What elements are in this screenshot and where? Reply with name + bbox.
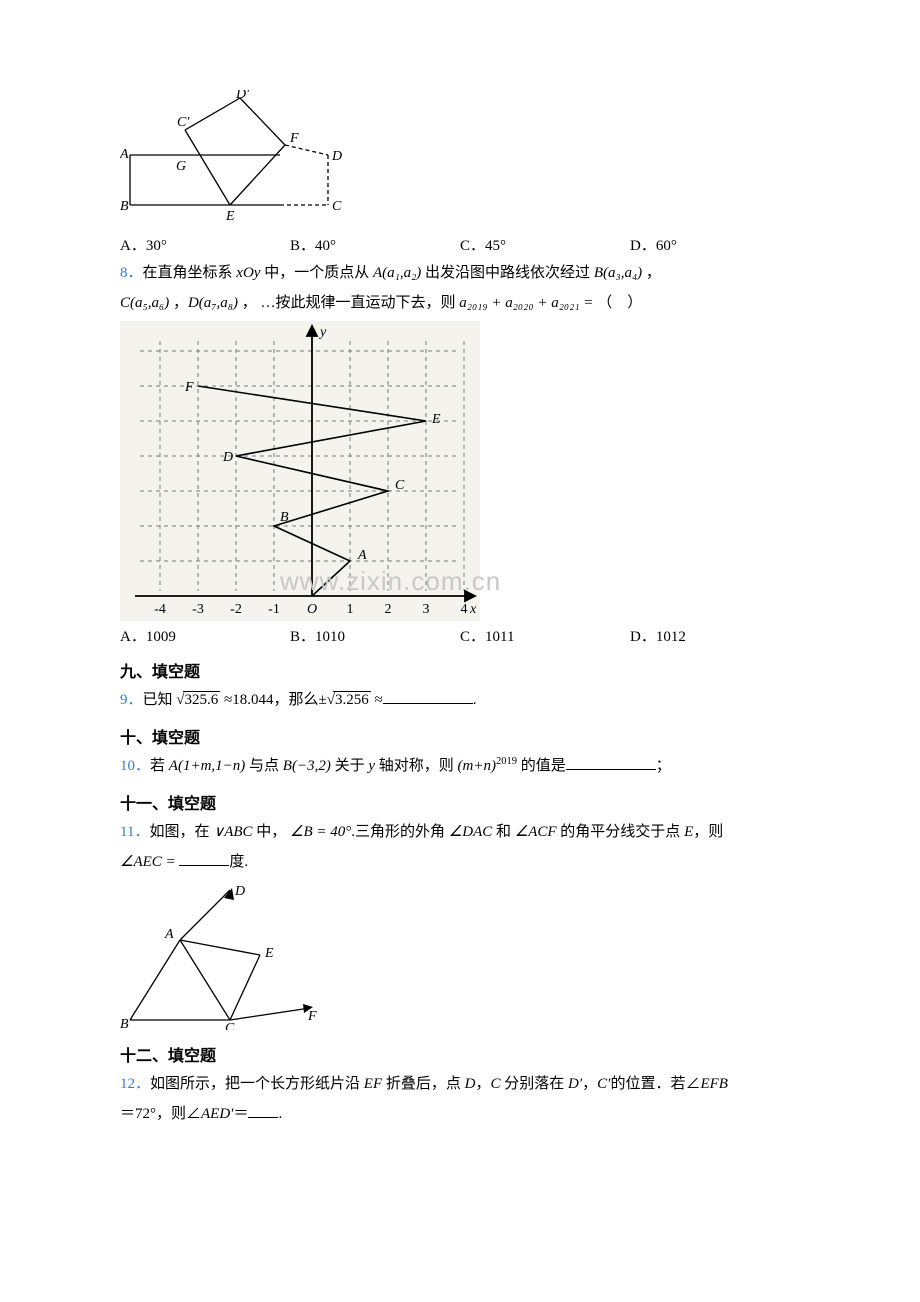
fig7-label-E: E [225, 209, 235, 224]
q9-number: 9． [120, 692, 143, 708]
fig7-label-F: F [289, 131, 299, 146]
svg-text:A: A [164, 927, 174, 942]
q7-opt-D[interactable]: D．60° [630, 234, 800, 255]
q11-text2: ∠AEC = 度. [120, 850, 800, 874]
q7-opt-C[interactable]: C．45° [460, 234, 630, 255]
fig7-label-A: A [120, 147, 129, 162]
svg-text:-1: -1 [268, 602, 280, 617]
q11-figure: A B C D E F [120, 880, 320, 1030]
q7-opt-B[interactable]: B．40° [290, 234, 460, 255]
svg-text:D: D [222, 450, 233, 465]
q8-opt-A[interactable]: A．1009 [120, 625, 290, 646]
svg-text:D: D [234, 884, 245, 899]
svg-text:E: E [431, 412, 441, 427]
q8-number: 8． [120, 265, 143, 281]
fig7-label-D: D [331, 149, 342, 164]
q8-opt-C[interactable]: C．1011 [460, 625, 630, 646]
svg-text:3: 3 [423, 602, 430, 617]
q11-blank[interactable] [179, 850, 229, 866]
fig7-label-C: C [332, 199, 342, 214]
section-10-heading: 十、填空题 [120, 724, 800, 748]
q10-number: 10． [120, 758, 150, 774]
section-12-heading: 十二、填空题 [120, 1042, 800, 1066]
q11-text: 11．如图，在 ∨ABC 中， ∠B = 40°.三角形的外角 ∠DAC 和 ∠… [120, 820, 800, 844]
q7-figure: A B C′ D′ F D C E G [120, 90, 350, 230]
q8-opt-B[interactable]: B．1010 [290, 625, 460, 646]
svg-text:x: x [469, 602, 477, 617]
svg-text:C: C [395, 478, 405, 493]
svg-text:-2: -2 [230, 602, 242, 617]
svg-text:-4: -4 [154, 602, 166, 617]
svg-text:F: F [184, 380, 194, 395]
q8-opt-D[interactable]: D．1012 [630, 625, 800, 646]
q10-blank[interactable] [566, 754, 656, 770]
svg-text:C: C [225, 1021, 235, 1030]
q8-figure-holder: -4 -3 -2 -1 O 1 2 3 4 y x A B C D E F ww… [120, 321, 800, 621]
q7-options: A．30° B．40° C．45° D．60° [120, 234, 800, 255]
svg-text:F: F [307, 1009, 317, 1024]
svg-text:2: 2 [385, 602, 392, 617]
q10-text: 10．若 A(1+m,1−n) 与点 B(−3,2) 关于 y 轴对称，则 (m… [120, 754, 800, 778]
svg-text:B: B [120, 1017, 129, 1030]
svg-text:4: 4 [461, 602, 468, 617]
svg-text:1: 1 [347, 602, 354, 617]
q9-text: 9．已知 325.6 ≈18.044，那么±3.256 ≈. [120, 688, 800, 712]
section-9-heading: 九、填空题 [120, 658, 800, 682]
fig7-label-Dp: D′ [235, 90, 250, 102]
fig7-label-G: G [176, 159, 186, 174]
q12-text2: ＝72°，则∠AED′＝. [120, 1102, 800, 1126]
q11-number: 11． [120, 824, 149, 840]
q7-opt-A[interactable]: A．30° [120, 234, 290, 255]
q12-number: 12． [120, 1076, 150, 1092]
svg-text:B: B [280, 510, 289, 525]
q8-figure: -4 -3 -2 -1 O 1 2 3 4 y x A B C D E F [120, 321, 480, 621]
svg-text:E: E [264, 946, 274, 961]
svg-text:-3: -3 [192, 602, 204, 617]
section-11-heading: 十一、填空题 [120, 790, 800, 814]
q8-options: A．1009 B．1010 C．1011 D．1012 [120, 625, 800, 646]
q8-text-2: C(a₅,a₆) ，D(a₇,a₈) ， …按此规律一直运动下去，则 a₂₀₁₉… [120, 291, 800, 315]
fig7-label-B: B [120, 199, 129, 214]
q8-text: 8．在直角坐标系 xOy 中，一个质点从 A(a₁,a₂) 出发沿图中路线依次经… [120, 261, 800, 285]
fig7-label-Cp: C′ [177, 115, 190, 130]
svg-text:A: A [357, 548, 367, 563]
q12-text: 12．如图所示，把一个长方形纸片沿 EF 折叠后，点 D，C 分别落在 D′，C… [120, 1072, 800, 1096]
svg-text:O: O [307, 602, 317, 617]
svg-text:y: y [318, 325, 327, 340]
q12-blank[interactable] [248, 1102, 278, 1118]
q9-blank[interactable] [383, 688, 473, 704]
